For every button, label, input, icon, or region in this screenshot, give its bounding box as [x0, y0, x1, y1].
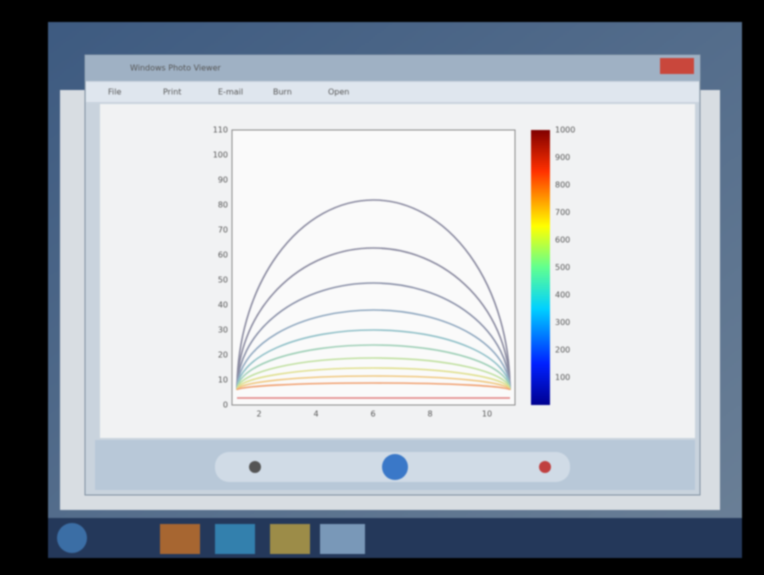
colorbar-tick-label: 700	[555, 208, 570, 217]
colorbar-tick-label: 100	[555, 373, 570, 382]
menu-item[interactable]: Print	[163, 88, 181, 97]
colorbar-tick-label: 300	[555, 318, 570, 327]
y-tick-label: 60	[218, 251, 228, 260]
y-tick-label: 110	[213, 126, 228, 135]
screen: Windows Photo Viewer File Print E-mail Burn…	[0, 0, 764, 575]
y-tick-label: 30	[218, 326, 228, 335]
slideshow-button[interactable]	[382, 454, 408, 480]
colorbar	[531, 130, 550, 405]
start-button[interactable]	[57, 523, 87, 553]
x-tick-label: 10	[482, 410, 492, 419]
y-tick-label: 70	[218, 226, 228, 235]
taskbar-app[interactable]	[215, 524, 255, 554]
colorbar-tick-label: 500	[555, 263, 570, 272]
y-tick-label: 90	[218, 176, 228, 185]
colorbar-tick-label: 400	[555, 291, 570, 300]
close-button[interactable]	[660, 58, 694, 74]
menu-item[interactable]: File	[108, 88, 121, 97]
taskbar	[48, 518, 742, 558]
x-tick-label: 6	[370, 410, 375, 419]
y-tick-label: 40	[218, 301, 228, 310]
y-tick-label: 20	[218, 351, 228, 360]
menu-item[interactable]: Burn	[273, 88, 292, 97]
x-tick-label: 2	[256, 410, 261, 419]
delete-button[interactable]	[539, 461, 551, 473]
y-tick-label: 10	[218, 376, 228, 385]
y-tick-label: 0	[223, 401, 228, 410]
y-tick-label: 80	[218, 201, 228, 210]
colorbar-tick-label: 1000	[555, 126, 575, 135]
menu-item[interactable]: Open	[328, 88, 349, 97]
plot-axes	[232, 130, 515, 405]
colorbar-tick-label: 800	[555, 181, 570, 190]
x-tick-label: 8	[427, 410, 432, 419]
x-tick-label: 4	[313, 410, 318, 419]
colorbar-tick-label: 900	[555, 153, 570, 162]
taskbar-app[interactable]	[320, 524, 365, 554]
zoom-button[interactable]	[249, 461, 261, 473]
window-title: Windows Photo Viewer	[130, 64, 222, 73]
menu-item[interactable]: E-mail	[218, 88, 243, 97]
taskbar-app[interactable]	[270, 524, 310, 554]
y-tick-label: 50	[218, 276, 228, 285]
taskbar-app[interactable]	[160, 524, 200, 554]
colorbar-tick-label: 600	[555, 236, 570, 245]
colorbar-tick-label: 200	[555, 346, 570, 355]
y-tick-label: 100	[213, 151, 228, 160]
